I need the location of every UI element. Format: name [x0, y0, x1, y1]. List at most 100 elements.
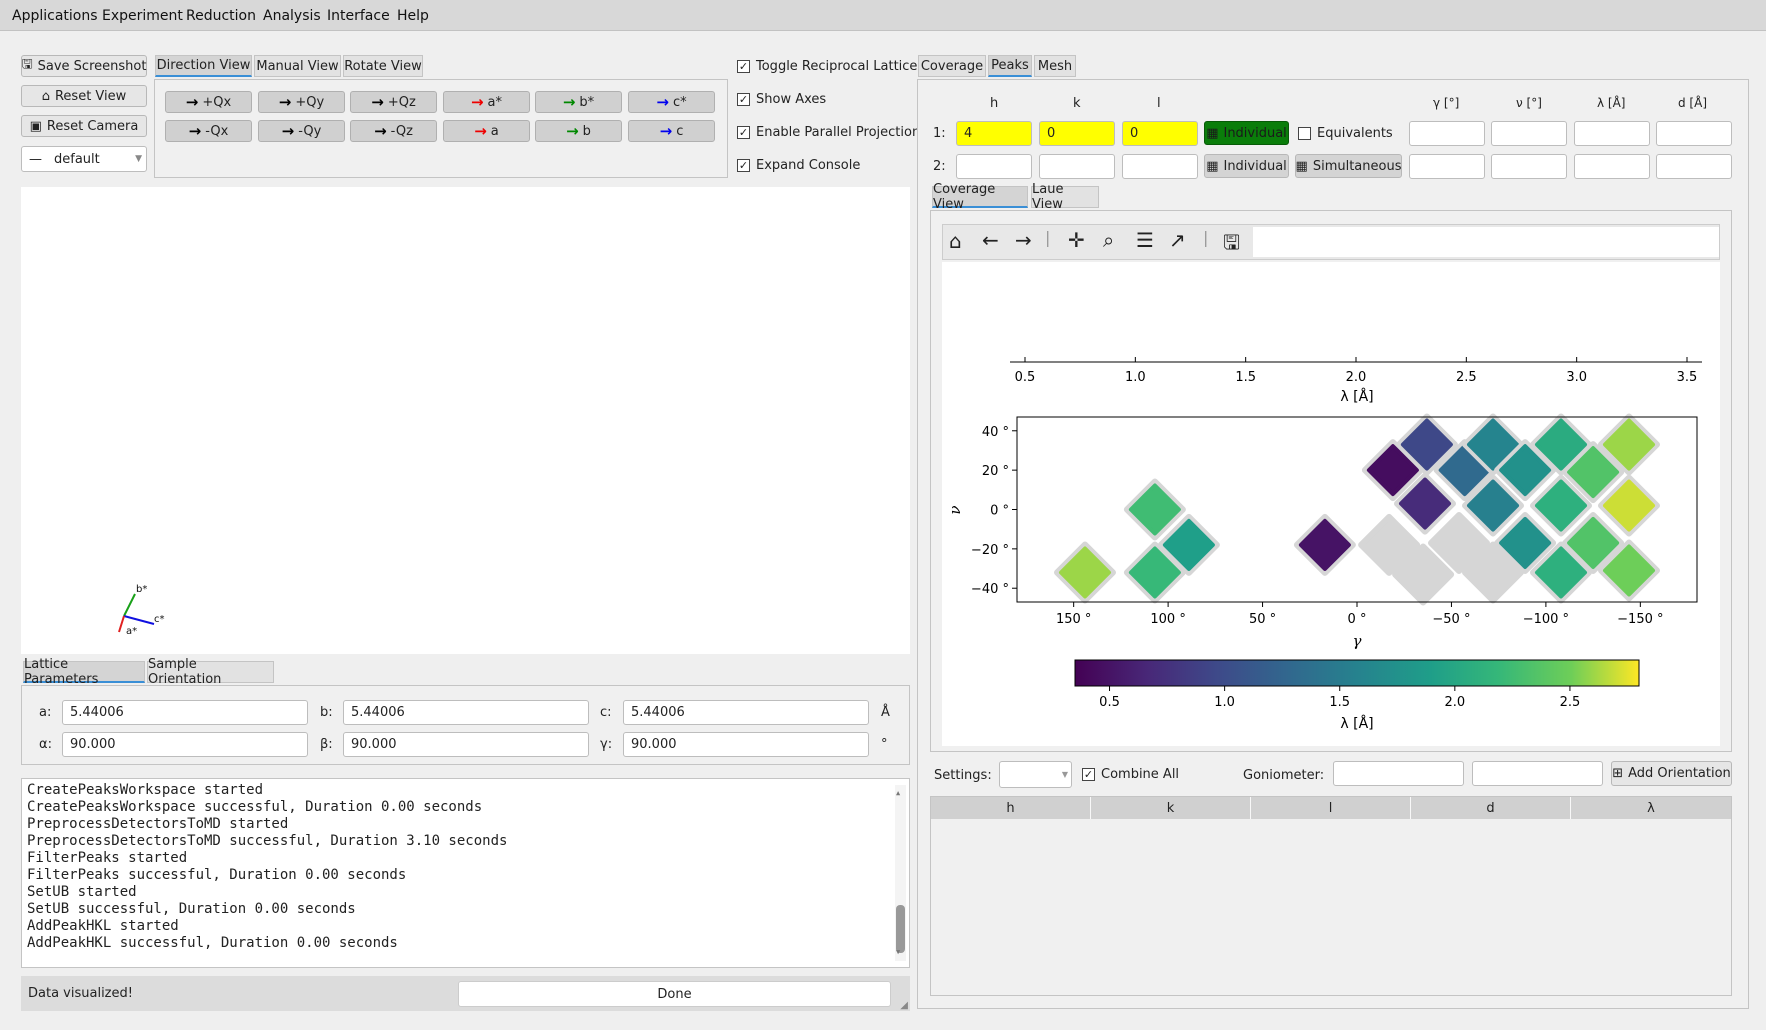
- l2-input[interactable]: [1122, 154, 1198, 179]
- reset-view-button[interactable]: ⌂ Reset View: [21, 85, 147, 107]
- y-axis-label: ν: [946, 505, 964, 514]
- tab-direction-view[interactable]: Direction View: [155, 55, 252, 77]
- table-header-k[interactable]: k: [1091, 797, 1251, 819]
- b-input[interactable]: 5.44006: [343, 700, 589, 725]
- add-orientation-button[interactable]: ⊞ Add Orientation: [1611, 761, 1732, 786]
- pan-icon[interactable]: ✛: [1068, 228, 1085, 252]
- individual-1-button[interactable]: ▦ Individual: [1204, 121, 1289, 145]
- settings-select[interactable]: ▼: [999, 761, 1072, 788]
- c-star-button[interactable]: → c*: [628, 91, 715, 113]
- configure-subplots-icon[interactable]: ☰: [1136, 228, 1154, 252]
- tab-peaks[interactable]: Peaks: [988, 55, 1032, 77]
- menu-interface[interactable]: Interface: [327, 8, 390, 24]
- colorbar-tick-label: 2.5: [1560, 695, 1581, 710]
- parallel-projection-checkbox[interactable]: ✓ Enable Parallel Projection: [737, 125, 921, 140]
- individual-2-button[interactable]: ▦ Individual: [1204, 154, 1289, 178]
- simultaneous-button[interactable]: ▦ Simultaneous: [1295, 154, 1402, 178]
- tab-mesh[interactable]: Mesh: [1034, 55, 1076, 77]
- plus-qz-button[interactable]: → +Qz: [350, 91, 437, 113]
- orientation-table[interactable]: h k l d λ: [930, 796, 1732, 996]
- menu-experiment[interactable]: Experiment: [102, 8, 183, 24]
- b-label: b:: [320, 705, 333, 720]
- table-header-l[interactable]: l: [1251, 797, 1411, 819]
- minus-qy-button[interactable]: → -Qy: [258, 120, 345, 142]
- zoom-icon[interactable]: ⌕: [1103, 228, 1115, 252]
- h2-input[interactable]: [956, 154, 1032, 179]
- tab-rotate-view[interactable]: Rotate View: [343, 55, 423, 77]
- table-header-h[interactable]: h: [931, 797, 1091, 819]
- goniometer-input-2[interactable]: [1472, 761, 1603, 786]
- b-button[interactable]: → b: [535, 120, 622, 142]
- y-tick-label: 40 °: [982, 425, 1009, 440]
- reset-camera-button[interactable]: ▣ Reset Camera: [21, 115, 147, 137]
- menu-analysis[interactable]: Analysis: [263, 8, 321, 24]
- scrollbar-thumb[interactable]: [896, 905, 905, 953]
- b-star-button[interactable]: → b*: [535, 91, 622, 113]
- camera-icon: ▣: [29, 118, 42, 134]
- plus-qx-button[interactable]: → +Qx: [165, 91, 252, 113]
- a-button[interactable]: → a: [443, 120, 530, 142]
- coverage-chart[interactable]: 0.5 1.0 1.5 2.0 2.5 3.0 3.5 λ [Å] 150 ° 100 ° 50…: [942, 262, 1720, 746]
- minus-qx-button[interactable]: → -Qx: [165, 120, 252, 142]
- tab-manual-view[interactable]: Manual View: [254, 55, 341, 77]
- k2-input[interactable]: [1039, 154, 1115, 179]
- goniometer-input-1[interactable]: [1333, 761, 1464, 786]
- detector-tile: [1162, 518, 1215, 571]
- c-input[interactable]: 5.44006: [623, 700, 869, 725]
- a-input[interactable]: 5.44006: [62, 700, 308, 725]
- scroll-down-icon[interactable]: ▼: [896, 948, 901, 956]
- table-header-lambda[interactable]: λ: [1571, 797, 1731, 819]
- table-header-d[interactable]: d: [1411, 797, 1571, 819]
- h1-input[interactable]: 4: [956, 121, 1032, 146]
- empty-detector-tile: [1462, 541, 1524, 604]
- save-figure-icon[interactable]: 🖫: [1223, 230, 1241, 254]
- forward-arrow-icon[interactable]: →: [1015, 228, 1032, 252]
- minus-qz-button[interactable]: → -Qz: [350, 120, 437, 142]
- expand-console-checkbox[interactable]: ✓ Expand Console: [737, 158, 861, 173]
- home-icon[interactable]: ⌂: [949, 229, 962, 253]
- edit-axes-icon[interactable]: ↗: [1169, 228, 1186, 252]
- menu-reduction[interactable]: Reduction: [186, 8, 256, 24]
- tab-laue-view[interactable]: Laue View: [1031, 182, 1099, 212]
- save-screenshot-button[interactable]: 🖫 Save Screenshot: [21, 55, 147, 77]
- console-output[interactable]: CreatePeaksWorkspace started CreatePeaks…: [21, 778, 910, 968]
- checkbox-checked-icon: ✓: [737, 93, 750, 106]
- x-tick-label: 150 °: [1056, 612, 1091, 627]
- gamma-input[interactable]: 90.000: [623, 732, 869, 757]
- scroll-up-icon[interactable]: ▲: [896, 789, 901, 797]
- back-arrow-icon[interactable]: ←: [982, 228, 999, 252]
- console-line: CreatePeaksWorkspace successful, Duratio…: [27, 799, 483, 815]
- tab-coverage[interactable]: Coverage: [918, 55, 986, 77]
- alpha-input[interactable]: 90.000: [62, 732, 308, 757]
- show-axes-checkbox[interactable]: ✓ Show Axes: [737, 92, 827, 107]
- a-star-button[interactable]: → a*: [443, 91, 530, 113]
- equivalents-checkbox[interactable]: Equivalents: [1298, 126, 1393, 141]
- x-tick-label: 0 °: [1348, 612, 1367, 627]
- status-bar: Data visualized! Done ◢: [21, 976, 910, 1011]
- combine-all-checkbox[interactable]: ✓ Combine All: [1082, 767, 1180, 782]
- plus-qy-button[interactable]: → +Qy: [258, 91, 345, 113]
- l1-input[interactable]: 0: [1122, 121, 1198, 146]
- console-line: AddPeakHKL started: [27, 918, 179, 934]
- tab-lattice-parameters[interactable]: Lattice Parameters: [23, 657, 145, 687]
- menu-help[interactable]: Help: [397, 8, 429, 24]
- tab-sample-orientation[interactable]: Sample Orientation: [147, 657, 274, 687]
- x-axis-label: γ: [1353, 632, 1362, 650]
- toggle-reciprocal-lattice-checkbox[interactable]: ✓ Toggle Reciprocal Lattice: [737, 59, 918, 74]
- arrow-right-icon: →: [659, 122, 673, 140]
- 3d-viewport[interactable]: b* c* a*: [21, 187, 910, 654]
- console-scrollbar[interactable]: ▲ ▼: [895, 785, 906, 961]
- menu-applications[interactable]: Applications: [12, 8, 98, 24]
- beta-input[interactable]: 90.000: [343, 732, 589, 757]
- console-line: AddPeakHKL successful, Duration 0.00 sec…: [27, 935, 398, 951]
- camera-preset-select[interactable]: — default ▼: [21, 146, 147, 172]
- gamma-label: γ:: [600, 737, 613, 752]
- detector-tile: [1366, 444, 1419, 497]
- resize-grip-icon[interactable]: ◢: [900, 1000, 908, 1011]
- tab-coverage-view[interactable]: Coverage View: [932, 182, 1028, 212]
- lambda1-field: [1574, 121, 1650, 146]
- k1-input[interactable]: 0: [1039, 121, 1115, 146]
- goniometer-label: Goniometer:: [1243, 768, 1325, 783]
- c-button[interactable]: → c: [628, 120, 715, 142]
- header-l: l: [1157, 96, 1161, 111]
